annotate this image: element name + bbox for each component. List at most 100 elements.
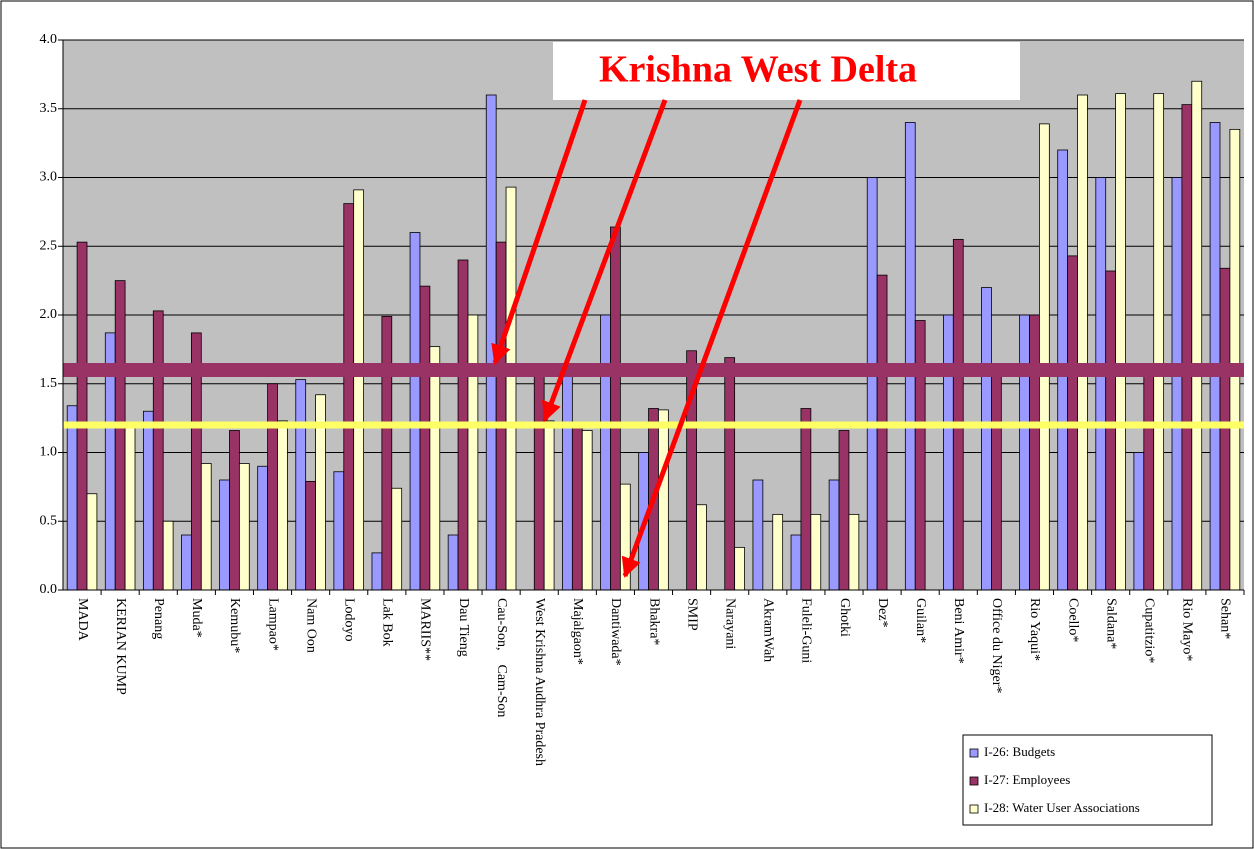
x-tick-label: Coello* (1065, 598, 1080, 642)
legend-swatch (969, 804, 979, 814)
y-tick-label: 3.5 (40, 101, 58, 116)
bar (1115, 93, 1126, 591)
bar (142, 410, 154, 591)
x-tick-label: Dantiwada* (608, 598, 623, 666)
x-tick-label: Lampao* (265, 598, 280, 651)
arrow (621, 99, 803, 578)
bar (828, 479, 840, 591)
bar (981, 287, 992, 591)
bar (1191, 80, 1203, 591)
bar (876, 274, 888, 591)
x-tick-label: Cau-Son, Cam-Son (494, 598, 509, 717)
bar (734, 546, 745, 591)
legend-label: I-28: Water User Associations (984, 800, 1140, 815)
bar (1133, 452, 1145, 591)
bar (1153, 93, 1165, 591)
y-tick-label: 0.5 (40, 513, 58, 528)
annotation: Krishna West Delta (599, 49, 917, 91)
x-tick-label: MADA (75, 598, 90, 642)
bar (1229, 128, 1241, 591)
x-tick-label: Rio Mayo* (1180, 598, 1195, 661)
bar (810, 513, 822, 591)
legend-swatch (969, 776, 979, 786)
bar (419, 285, 431, 591)
bar (904, 122, 916, 591)
bar (200, 463, 212, 591)
x-tick-label: Dez* (875, 598, 890, 628)
x-tick-label: Penang (151, 598, 166, 639)
bar (277, 420, 288, 591)
bar (600, 314, 611, 591)
bar (485, 94, 497, 591)
bar (66, 405, 78, 591)
y-tick-label: 4.0 (40, 32, 58, 47)
bar (848, 513, 860, 591)
bar (257, 465, 268, 591)
legend-label: I-27: Employees (984, 772, 1070, 787)
layer: 0.0 0.5 1.0 1.5 2.0 2.5 3.0 3.5 4.0 MADA KERIAN KU… (40, 32, 1245, 766)
bar (991, 369, 1002, 591)
bar (371, 552, 383, 591)
bar (238, 463, 250, 591)
bar (1019, 314, 1030, 591)
bar (181, 534, 192, 591)
bar (1105, 270, 1117, 591)
x-tick-label: Guilan* (913, 598, 928, 643)
bar (610, 226, 621, 591)
bar (724, 357, 736, 591)
bar (295, 379, 307, 591)
bar (505, 186, 517, 591)
bar (1219, 267, 1231, 591)
bar (658, 409, 669, 591)
bar (1077, 94, 1088, 591)
y-tick-label: 0.0 (40, 582, 58, 597)
bar (381, 315, 393, 591)
bar (467, 314, 479, 591)
bar (581, 430, 593, 591)
bar (162, 520, 174, 591)
x-tick-label: Rio Yaqui* (1027, 598, 1042, 661)
legend-swatch (969, 748, 979, 758)
bar (866, 177, 878, 591)
x-tick-label: Lak Bok (380, 598, 395, 647)
y-tick-label: 1.5 (40, 376, 58, 391)
x-tick-label: Dau Tieng (456, 598, 471, 657)
x-tick-label: Fuleli-Guni (799, 598, 814, 663)
bar (353, 189, 364, 591)
x-tick-label: Cupatitzio* (1142, 598, 1157, 663)
y-tick-label: 2.5 (40, 238, 58, 253)
bar (952, 238, 964, 591)
x-tick-label: Ghotki (837, 598, 852, 637)
arrow (541, 99, 668, 422)
bar (429, 346, 441, 591)
legend-box (962, 734, 1213, 826)
bar (1171, 177, 1183, 591)
bar (772, 513, 784, 591)
bar (333, 471, 345, 591)
y-tick-label: 1.0 (40, 445, 58, 460)
bar (447, 534, 459, 591)
x-tick-label: AkramWah (761, 598, 776, 662)
x-tick-label: West Krishna Audhra Pradesh (532, 598, 547, 766)
bar (752, 479, 764, 591)
x-tick-label: KERIAN KUMP (113, 598, 128, 695)
x-tick-label: Sehan* (1218, 598, 1233, 639)
x-tick-label: Narayani (722, 598, 737, 649)
x-tick-label: SMIP (684, 598, 699, 631)
bar (696, 504, 707, 591)
bar (1095, 177, 1107, 591)
bar (229, 430, 240, 591)
bar (114, 280, 126, 591)
x-tick-label: Saldana* (1103, 598, 1118, 649)
bar (409, 232, 421, 591)
y-tick-label: 3.0 (40, 170, 58, 185)
bar (219, 479, 230, 591)
x-tick-label: Beni Amir* (951, 598, 966, 664)
x-tick-label: Bhakra* (646, 598, 661, 645)
bar (86, 493, 98, 591)
bar (943, 314, 954, 591)
bar (124, 424, 136, 591)
bar (1209, 122, 1221, 591)
x-tick-label: Lodoyo (342, 598, 357, 642)
